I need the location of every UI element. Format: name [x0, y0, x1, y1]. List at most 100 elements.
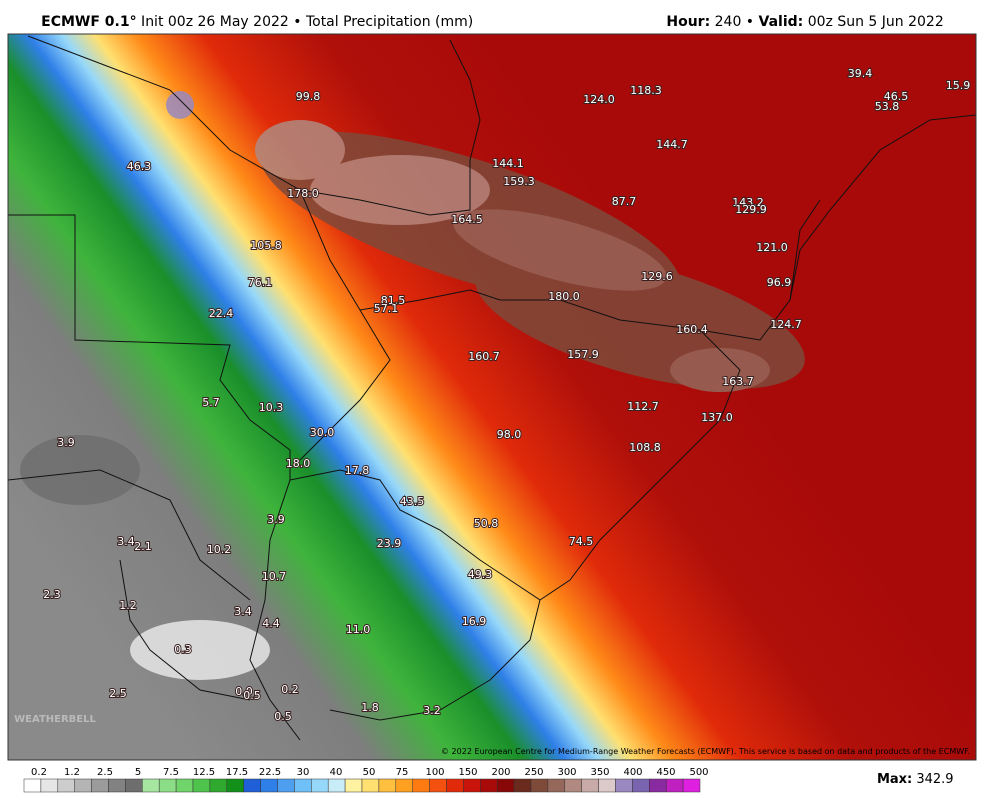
color-swatch	[598, 778, 616, 793]
colorbar-label: 100	[425, 767, 444, 778]
value-label: 81.5	[381, 294, 406, 307]
color-swatch	[581, 778, 599, 793]
value-label: 3.9	[57, 436, 75, 449]
value-label: 98.0	[497, 428, 522, 441]
color-swatch	[463, 778, 481, 793]
value-label: 160.4	[676, 323, 708, 336]
run-info: Init 00z 26 May 2022 • Total Precipitati…	[137, 14, 474, 30]
value-label: 121.0	[756, 241, 788, 254]
map-frame	[7, 33, 977, 761]
value-label: 46.5	[884, 90, 909, 103]
value-label: 18.0	[286, 457, 311, 470]
value-label: 3.4	[234, 605, 252, 618]
colorbar-label: 150	[458, 767, 477, 778]
colorbar-label: 30	[297, 767, 310, 778]
colorbar-label: 200	[491, 767, 510, 778]
colorbar-label: 300	[557, 767, 576, 778]
colorbar-label: 5	[135, 767, 141, 778]
color-swatch	[311, 778, 329, 793]
colorbar-label: 2.5	[97, 767, 113, 778]
watermark: WEATHERBELL	[14, 714, 96, 725]
color-swatch	[649, 778, 667, 793]
value-label: 3.2	[423, 704, 441, 717]
color-swatch	[429, 778, 447, 793]
color-swatch	[91, 778, 109, 793]
value-label: 0.2	[281, 683, 299, 696]
color-swatch	[327, 778, 346, 793]
value-label: 22.4	[209, 307, 234, 320]
value-label: 53.8	[875, 100, 900, 113]
value-label: 0.5	[274, 710, 292, 723]
color-swatch	[446, 778, 464, 793]
value-label: 160.7	[468, 350, 500, 363]
color-swatch	[175, 778, 194, 793]
color-swatch	[192, 778, 211, 793]
value-label: 164.5	[451, 213, 483, 226]
colorbar-label: 7.5	[163, 767, 179, 778]
value-label: 129.9	[735, 203, 767, 216]
value-label: 50.8	[474, 517, 499, 530]
color-swatch	[108, 778, 126, 793]
value-label: 157.9	[567, 348, 599, 361]
color-swatch	[158, 778, 177, 793]
value-label: 144.7	[656, 138, 688, 151]
valid-value: 00z Sun 5 Jun 2022	[803, 14, 943, 30]
value-label: 39.4	[848, 67, 873, 80]
color-swatch	[243, 778, 261, 793]
value-label: 1.2	[119, 599, 137, 612]
color-swatch	[125, 778, 143, 793]
value-label: 137.0	[701, 411, 733, 424]
value-label: 74.5	[569, 535, 594, 548]
value-label: 30.0	[310, 426, 335, 439]
value-label: 11.0	[346, 623, 371, 636]
value-label: 15.9	[946, 79, 971, 92]
value-label: 10.2	[207, 543, 232, 556]
header-left: ECMWF 0.1° Init 00z 26 May 2022 • Total …	[10, 14, 496, 30]
value-label: 178.0	[287, 187, 319, 200]
colorbar-label: 350	[590, 767, 609, 778]
value-label: 10.7	[262, 570, 287, 583]
color-swatch	[480, 778, 498, 793]
value-label: 105.8	[250, 239, 282, 252]
value-labels: 99.8 124.0 118.3 39.4 46.5 15.9 53.8 46.3 144.1 1…	[42, 66, 971, 724]
value-label: 57.1	[374, 302, 399, 315]
value-label: 49.3	[468, 568, 493, 581]
hour-value: 240 •	[710, 14, 758, 30]
value-label: 124.7	[770, 318, 802, 331]
value-label: 144.1	[492, 157, 524, 170]
value-label: 23.9	[377, 537, 402, 550]
value-label: 159.3	[503, 175, 535, 188]
value-label: 96.9	[767, 276, 792, 289]
value-label: 2.3	[43, 588, 61, 601]
color-swatch	[682, 778, 701, 793]
color-swatch	[209, 778, 228, 793]
value-label: 4.4	[262, 617, 280, 630]
valid-label: Valid:	[759, 14, 804, 30]
color-swatch	[23, 778, 42, 793]
colorbar: 0.2 1.2 2.5 5 7.5 12.5 17.5 22.5 30 40 50 75 100 150 2…	[23, 767, 709, 793]
map: 99.8 124.0 118.3 39.4 46.5 15.9 53.8 46.3 144.1 1…	[8, 34, 976, 760]
value-label: 143.2	[732, 196, 764, 209]
hour-label: Hour:	[666, 14, 710, 30]
colorbar-label: 22.5	[259, 767, 281, 778]
colorbar-label: 17.5	[226, 767, 248, 778]
value-label: 16.9	[462, 615, 487, 628]
colorbar-label: 450	[656, 767, 675, 778]
colorbar-label: 50	[363, 767, 376, 778]
colorbar-label: 500	[689, 767, 708, 778]
color-swatch	[277, 778, 295, 793]
value-label: 2.1	[134, 540, 152, 553]
color-swatch	[513, 778, 532, 793]
color-swatch	[564, 778, 582, 793]
value-label: 0.5	[243, 689, 261, 702]
value-label: 3.4	[117, 535, 135, 548]
value-label: 1.8	[361, 701, 379, 714]
value-label: 46.3	[127, 160, 152, 173]
max-label: Max:	[877, 772, 912, 787]
value-label: 118.3	[630, 84, 662, 97]
color-swatch	[74, 778, 92, 793]
color-swatch	[632, 778, 650, 793]
value-label: 10.3	[259, 401, 284, 414]
value-label: 0.3	[174, 643, 192, 656]
